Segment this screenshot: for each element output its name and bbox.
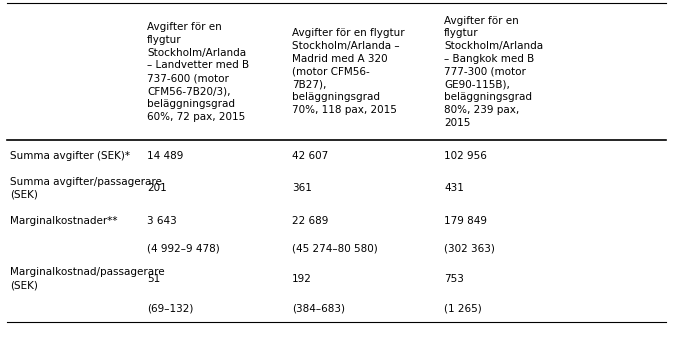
Text: Summa avgifter (SEK)*: Summa avgifter (SEK)* [10, 151, 130, 161]
Text: 22 689: 22 689 [292, 216, 328, 226]
Text: 361: 361 [292, 183, 312, 193]
Text: Marginalkostnader**: Marginalkostnader** [10, 216, 118, 226]
Text: 51: 51 [147, 274, 160, 284]
Text: (69–132): (69–132) [147, 304, 194, 314]
Text: 179 849: 179 849 [444, 216, 487, 226]
Text: Avgifter för en
flygtur
Stockholm/Arlanda
– Landvetter med B
737-600 (motor
CFM5: Avgifter för en flygtur Stockholm/Arland… [147, 22, 249, 122]
Text: 102 956: 102 956 [444, 151, 487, 161]
Text: (1 265): (1 265) [444, 304, 482, 314]
Text: 753: 753 [444, 274, 464, 284]
Text: 192: 192 [292, 274, 312, 284]
Text: (302 363): (302 363) [444, 244, 495, 254]
Text: 14 489: 14 489 [147, 151, 184, 161]
Text: (384–683): (384–683) [292, 304, 345, 314]
Text: Summa avgifter/passagerare
(SEK): Summa avgifter/passagerare (SEK) [10, 177, 162, 200]
Text: Marginalkostnad/passagerare
(SEK): Marginalkostnad/passagerare (SEK) [10, 267, 165, 290]
Text: 42 607: 42 607 [292, 151, 328, 161]
Text: 201: 201 [147, 183, 167, 193]
Text: (45 274–80 580): (45 274–80 580) [292, 244, 378, 254]
Text: 431: 431 [444, 183, 464, 193]
Text: Avgifter för en
flygtur
Stockholm/Arlanda
– Bangkok med B
777-300 (motor
GE90-11: Avgifter för en flygtur Stockholm/Arland… [444, 16, 543, 128]
Text: (4 992–9 478): (4 992–9 478) [147, 244, 220, 254]
Text: 3 643: 3 643 [147, 216, 177, 226]
Text: Avgifter för en flygtur
Stockholm/Arlanda –
Madrid med A 320
(motor CFM56-
7B27): Avgifter för en flygtur Stockholm/Arland… [292, 29, 405, 115]
